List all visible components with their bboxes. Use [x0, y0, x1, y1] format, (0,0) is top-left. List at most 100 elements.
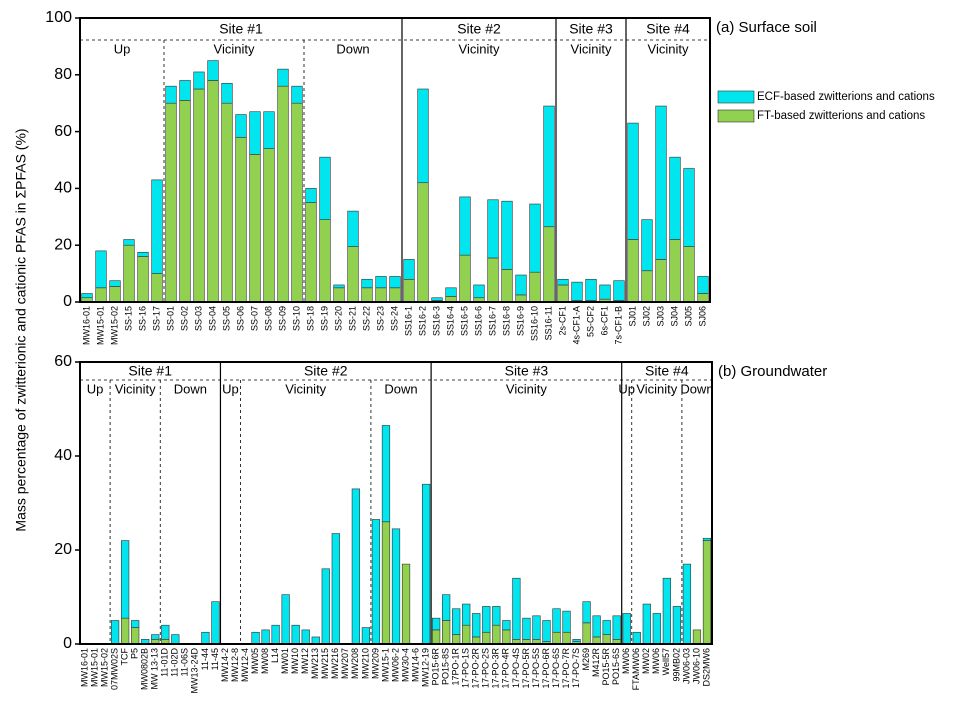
section-label: Down [384, 381, 417, 396]
section-label: Up [618, 381, 635, 396]
x-tick-label: MW210 [360, 648, 370, 679]
bar-segment [572, 638, 581, 642]
bar-segment [431, 297, 443, 301]
bar-segment [501, 269, 513, 303]
bar-segment [452, 634, 461, 645]
x-tick-label: 11-06S [180, 648, 190, 676]
site-label: Site #1 [128, 363, 172, 379]
bar-segment [331, 533, 340, 645]
x-tick-label: SS16-8 [501, 306, 511, 336]
bar-segment [462, 603, 471, 626]
y-axis-label: Mass percentage of zwitterionic and cati… [13, 128, 29, 531]
x-tick-label: FTAMW06 [631, 648, 641, 690]
bar-segment [391, 528, 401, 645]
bar-segment [221, 83, 233, 104]
x-tick-label: DS2MW6 [701, 648, 711, 687]
x-tick-label: SS-17 [151, 306, 161, 331]
bar-segment [421, 483, 431, 645]
x-tick-label: SS16-3 [431, 306, 441, 336]
bar-segment [599, 284, 611, 300]
bar-segment [702, 540, 712, 645]
x-tick-label: MW15-1 [380, 648, 390, 682]
x-tick-label: JW06-10 [691, 648, 701, 684]
site-label: Site #4 [645, 363, 689, 379]
x-tick-label: MW13-24D [190, 648, 200, 694]
x-tick-label: MW14-6 [410, 648, 420, 682]
x-tick-label: P5 [130, 648, 140, 659]
bar-segment [487, 199, 499, 259]
bar-segment [557, 284, 569, 303]
bar-segment [529, 203, 541, 273]
x-tick-label: TCF [120, 648, 130, 666]
section-label: Up [222, 381, 239, 396]
x-tick-label: PO15-6R [431, 648, 441, 686]
bar-segment [389, 287, 401, 303]
x-tick-label: MW213 [310, 648, 320, 679]
bar-segment [417, 182, 429, 303]
x-tick-label: SJ02 [641, 306, 651, 327]
bar-segment [459, 254, 471, 303]
bar-segment [697, 293, 709, 303]
bar-segment [235, 136, 247, 303]
y-tick-label: 60 [54, 353, 72, 370]
x-tick-label: MW 13-13 [150, 648, 160, 690]
bar-segment [445, 287, 457, 297]
bar-segment [482, 631, 491, 645]
x-tick-label: 4s-CF1-A [571, 306, 581, 345]
bar-segment [221, 102, 233, 303]
bar-segment [207, 60, 219, 81]
bar-segment [612, 615, 621, 640]
bar-segment [613, 280, 625, 301]
bar-segment [592, 636, 601, 645]
bar-segment [462, 624, 471, 645]
x-tick-label: MW16-01 [81, 306, 91, 345]
bar-segment [602, 620, 611, 635]
bar-segment [642, 603, 651, 645]
bar-segment [552, 631, 561, 645]
bar-segment [552, 608, 561, 633]
bar-segment [81, 293, 93, 299]
x-tick-label: SS-18 [305, 306, 315, 331]
x-tick-label: SS-10 [291, 306, 301, 331]
bar-segment [347, 246, 359, 303]
section-label: Vicinity [459, 41, 500, 56]
x-tick-label: MW30-4 [400, 648, 410, 682]
x-tick-label: MW12-8 [230, 648, 240, 682]
bar-segment [529, 271, 541, 303]
panel-title: (b) Groundwater [718, 363, 827, 380]
bar-segment [347, 210, 359, 247]
plot-frame [79, 361, 713, 645]
bar-segment [121, 617, 130, 645]
bar-segment [301, 629, 310, 645]
x-tick-label: PO15-5R [601, 648, 611, 686]
bar-segment [137, 256, 149, 303]
x-tick-label: SS-24 [389, 306, 399, 331]
bar-segment [502, 629, 511, 645]
x-tick-label: MW10 [290, 648, 300, 674]
bar-segment [542, 620, 551, 642]
bar-segment [562, 610, 571, 633]
x-tick-label: PO15-6S [611, 648, 621, 685]
x-tick-label: 07MW02S [109, 648, 119, 690]
bar-segment [652, 613, 661, 645]
bar-segment [333, 287, 345, 303]
x-tick-label: 17-PO-6R [541, 648, 551, 689]
bar-segment [121, 540, 130, 619]
y-tick-label: 40 [54, 180, 72, 197]
x-tick-label: 11-44 [200, 648, 210, 670]
x-tick-label: MW15-01 [95, 306, 105, 345]
section-label: Vicinity [285, 381, 326, 396]
x-tick-label: SS-05 [221, 306, 231, 331]
x-tick-label: SS16-6 [473, 306, 483, 336]
legend-swatch [717, 90, 755, 104]
x-tick-label: MW01 [280, 648, 290, 674]
bar-segment [207, 80, 219, 303]
bar-segment [602, 634, 611, 645]
y-tick-label: 80 [54, 66, 72, 83]
x-tick-label: 17-PO-4S [511, 648, 521, 688]
bar-segment [361, 287, 373, 303]
x-tick-label: MW06 [621, 648, 631, 674]
bar-segment [271, 624, 280, 645]
bar-segment [683, 168, 695, 247]
bar-segment [193, 88, 205, 303]
